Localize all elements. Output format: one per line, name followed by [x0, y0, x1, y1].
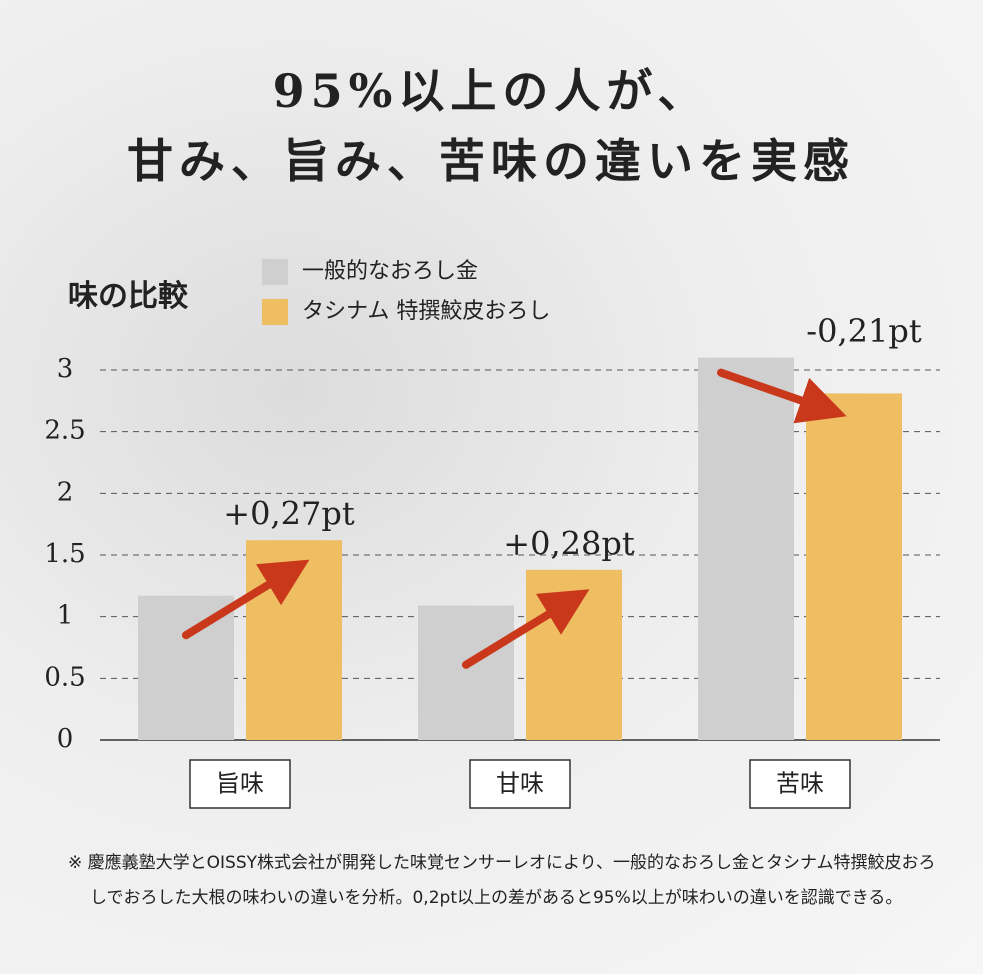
y-tick-label: 3 [57, 354, 74, 384]
title-line: 95%以上の人が、 [273, 64, 710, 118]
legend-swatch [262, 259, 288, 285]
category-box [189, 759, 291, 809]
footnote: ※ 慶應義塾大学とOISSY株式会社が開発した味覚センサーレオにより、一般的なお… [68, 853, 936, 908]
x-tick-label: 旨味 [216, 770, 264, 798]
y-tick-label: 0.5 [44, 662, 85, 692]
bar [526, 569, 622, 740]
legend-swatch [262, 299, 288, 325]
y-tick-label: 1.5 [44, 539, 85, 569]
title-line: 甘み、旨み、苦味の違いを実感 [127, 134, 855, 188]
bar [418, 605, 514, 740]
arrow [717, 368, 847, 424]
y-tick-label: 1 [57, 601, 74, 631]
x-tick-label: 甘味 [496, 770, 544, 798]
category-box [469, 759, 571, 809]
annotation: +0,28pt [503, 524, 635, 562]
category-box [749, 759, 851, 809]
bar [806, 393, 902, 740]
annotation: +0,27pt [223, 495, 355, 533]
annotation: -0,21pt [806, 312, 922, 350]
arrow [182, 559, 310, 640]
y-tick-label: 0 [57, 724, 74, 754]
bar [246, 540, 342, 740]
y-tick-label: 2 [57, 477, 74, 507]
y-tick-label: 2.5 [44, 416, 85, 446]
bar [698, 357, 794, 740]
arrow [462, 589, 590, 669]
legend-label: タシナム 特撰鮫皮おろし [302, 299, 550, 324]
y-axis-title: 味の比較 [68, 279, 189, 314]
legend-label: 一般的なおろし金 [302, 259, 478, 284]
x-tick-label: 苦味 [776, 770, 824, 798]
